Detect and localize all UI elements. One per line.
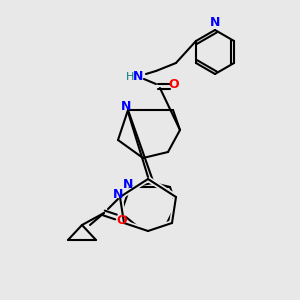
Text: O: O bbox=[117, 214, 127, 227]
Text: N: N bbox=[210, 16, 220, 29]
Text: N: N bbox=[121, 100, 131, 113]
Text: O: O bbox=[169, 77, 179, 91]
Text: N: N bbox=[113, 188, 123, 202]
Text: N: N bbox=[133, 70, 143, 83]
Text: H: H bbox=[126, 72, 134, 82]
Text: N: N bbox=[123, 178, 133, 190]
